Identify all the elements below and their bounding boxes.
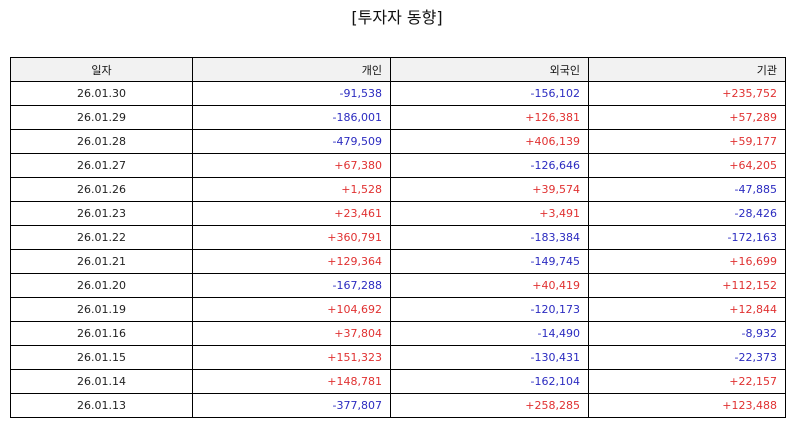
institution-cell: +112,152 <box>588 273 786 298</box>
foreign-cell: +406,139 <box>390 129 589 154</box>
individual-cell: +1,528 <box>192 177 391 202</box>
table-header-row: 일자 개인 외국인 기관 <box>10 57 786 82</box>
individual-cell: +148,781 <box>192 369 391 394</box>
table-row: 26.01.21 +129,364 -149,745 +16,699 <box>10 249 786 274</box>
institution-cell: -28,426 <box>588 201 786 226</box>
individual-cell: +360,791 <box>192 225 391 250</box>
individual-cell: +129,364 <box>192 249 391 274</box>
date-cell: 26.01.13 <box>10 393 193 418</box>
institution-cell: +16,699 <box>588 249 786 274</box>
institution-cell: -47,885 <box>588 177 786 202</box>
foreign-cell: +40,419 <box>390 273 589 298</box>
table-row: 26.01.30 -91,538 -156,102 +235,752 <box>10 81 786 106</box>
table-row: 26.01.26 +1,528 +39,574 -47,885 <box>10 177 786 202</box>
institution-cell: +12,844 <box>588 297 786 322</box>
date-cell: 26.01.26 <box>10 177 193 202</box>
individual-cell: +104,692 <box>192 297 391 322</box>
date-cell: 26.01.19 <box>10 297 193 322</box>
table-row: 26.01.14 +148,781 -162,104 +22,157 <box>10 369 786 394</box>
institution-cell: +22,157 <box>588 369 786 394</box>
foreign-cell: -162,104 <box>390 369 589 394</box>
date-cell: 26.01.16 <box>10 321 193 346</box>
foreign-cell: -130,431 <box>390 345 589 370</box>
page-title: [투자자 동향] <box>351 8 443 27</box>
header-date: 일자 <box>10 57 193 82</box>
individual-cell: -186,001 <box>192 105 391 130</box>
foreign-cell: +258,285 <box>390 393 589 418</box>
table-row: 26.01.29 -186,001 +126,381 +57,289 <box>10 105 786 130</box>
institution-cell: -8,932 <box>588 321 786 346</box>
date-cell: 26.01.30 <box>10 81 193 106</box>
individual-cell: -167,288 <box>192 273 391 298</box>
institution-cell: -172,163 <box>588 225 786 250</box>
table-row: 26.01.27 +67,380 -126,646 +64,205 <box>10 153 786 178</box>
date-cell: 26.01.14 <box>10 369 193 394</box>
individual-cell: -91,538 <box>192 81 391 106</box>
header-foreign: 외국인 <box>390 57 589 82</box>
table-body: 26.01.30 -91,538 -156,102 +235,752 26.01.29-… <box>10 81 786 418</box>
individual-cell: +67,380 <box>192 153 391 178</box>
date-cell: 26.01.21 <box>10 249 193 274</box>
institution-cell: -22,373 <box>588 345 786 370</box>
date-cell: 26.01.27 <box>10 153 193 178</box>
table-row: 26.01.22 +360,791 -183,384 -172,163 <box>10 225 786 250</box>
institution-cell: +57,289 <box>588 105 786 130</box>
table-row: 26.01.16 +37,804 -14,490 -8,932 <box>10 321 786 346</box>
foreign-cell: -149,745 <box>390 249 589 274</box>
date-cell: 26.01.20 <box>10 273 193 298</box>
foreign-cell: -14,490 <box>390 321 589 346</box>
individual-cell: +151,323 <box>192 345 391 370</box>
table-row: 26.01.20 -167,288 +40,419 +112,152 <box>10 273 786 298</box>
date-cell: 26.01.28 <box>10 129 193 154</box>
table-row: 26.01.23 +23,461 +3,491 -28,426 <box>10 201 786 226</box>
foreign-cell: +39,574 <box>390 177 589 202</box>
individual-cell: -377,807 <box>192 393 391 418</box>
institution-cell: +123,488 <box>588 393 786 418</box>
investor-trend-table: 일자 개인 외국인 기관 26.01.30 -91,538 -156,102 +235… <box>10 57 786 418</box>
individual-cell: +23,461 <box>192 201 391 226</box>
date-cell: 26.01.29 <box>10 105 193 130</box>
date-cell: 26.01.22 <box>10 225 193 250</box>
foreign-cell: +126,381 <box>390 105 589 130</box>
table-row: 26.01.13 -377,807 +258,285 +123,488 <box>10 393 786 418</box>
date-cell: 26.01.15 <box>10 345 193 370</box>
header-individual: 개인 <box>192 57 391 82</box>
foreign-cell: +3,491 <box>390 201 589 226</box>
header-institution: 기관 <box>588 57 786 82</box>
table-row: 26.01.19 +104,692 -120,173 +12,844 <box>10 297 786 322</box>
foreign-cell: -126,646 <box>390 153 589 178</box>
foreign-cell: -183,384 <box>390 225 589 250</box>
table-row: 26.01.15 +151,323 -130,431 -22,373 <box>10 345 786 370</box>
date-cell: 26.01.23 <box>10 201 193 226</box>
individual-cell: -479,509 <box>192 129 391 154</box>
institution-cell: +64,205 <box>588 153 786 178</box>
foreign-cell: -156,102 <box>390 81 589 106</box>
individual-cell: +37,804 <box>192 321 391 346</box>
table-row: 26.01.28 -479,509 +406,139 +59,177 <box>10 129 786 154</box>
institution-cell: +59,177 <box>588 129 786 154</box>
institution-cell: +235,752 <box>588 81 786 106</box>
foreign-cell: -120,173 <box>390 297 589 322</box>
